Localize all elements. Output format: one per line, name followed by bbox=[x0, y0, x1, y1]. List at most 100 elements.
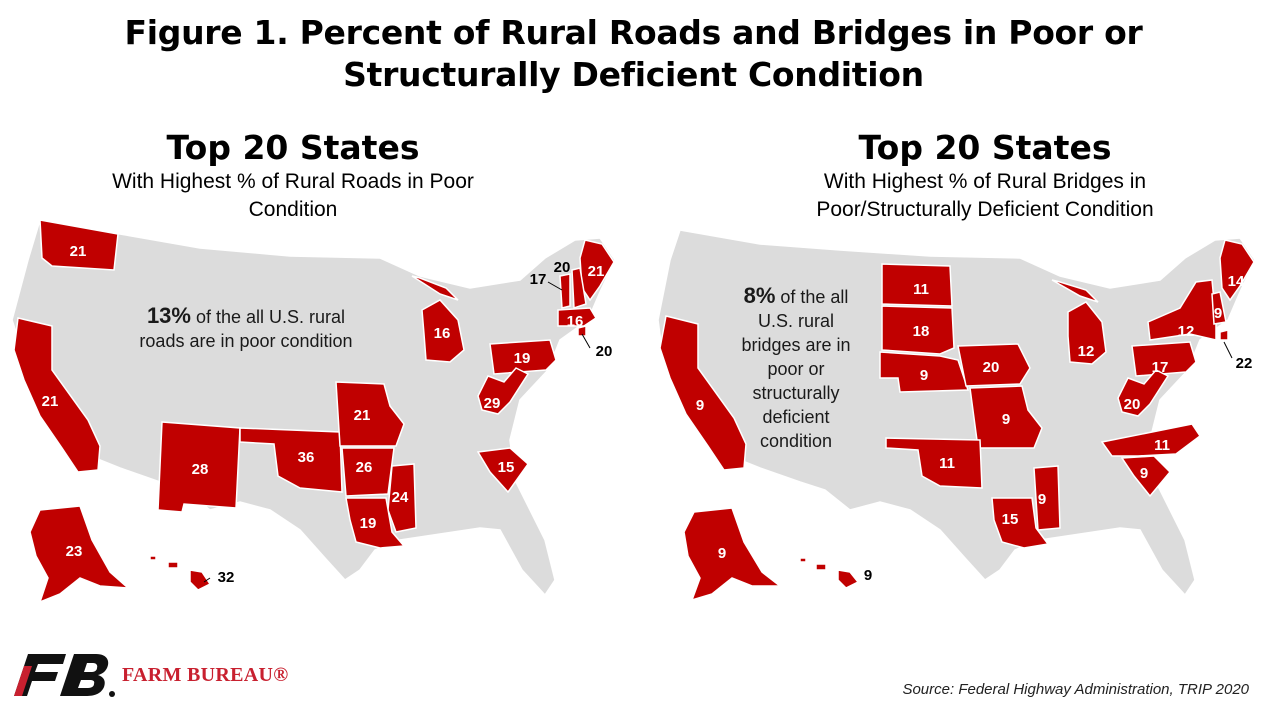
state-ok bbox=[885, 437, 983, 489]
label-pa: 19 bbox=[514, 350, 531, 367]
state-mi bbox=[411, 275, 465, 363]
state-la bbox=[345, 497, 406, 549]
roads-callout-line2: roads are in poor condition bbox=[139, 331, 353, 351]
label-me: 21 bbox=[588, 263, 605, 280]
label-nc: 11 bbox=[1154, 437, 1170, 454]
bridges-panel-subheading-line1: With Highest % of Rural Bridges in bbox=[823, 170, 1147, 193]
label-nh: 9 bbox=[1214, 305, 1222, 322]
label-ri: 22 bbox=[1236, 355, 1253, 372]
state-pa bbox=[1131, 341, 1197, 377]
state-ia bbox=[957, 343, 1031, 387]
state-ms bbox=[387, 463, 417, 533]
label-sc: 15 bbox=[498, 459, 515, 476]
bridges-panel-subheading-line2: Poor/Structurally Deficient Condition bbox=[816, 198, 1154, 221]
state-me bbox=[579, 239, 615, 302]
state-ri bbox=[577, 325, 587, 337]
state-ms bbox=[1033, 465, 1061, 531]
leader-ri bbox=[1223, 341, 1233, 359]
label-ca: 9 bbox=[696, 397, 704, 414]
farm-bureau-logo: FARM BUREAU® bbox=[8, 650, 289, 700]
roads-panel-subheading-line2: Condition bbox=[248, 198, 338, 221]
label-vt: 17 bbox=[530, 271, 547, 288]
label-la: 19 bbox=[360, 515, 377, 532]
bridges-callout-line3: bridges are in bbox=[741, 335, 851, 355]
state-ne bbox=[879, 351, 970, 393]
label-nm: 28 bbox=[192, 461, 209, 478]
label-pa: 17 bbox=[1152, 359, 1169, 376]
label-ri: 20 bbox=[596, 343, 613, 360]
label-ms: 24 bbox=[392, 489, 409, 506]
roads-panel-subheading-line1: With Highest % of Rural Roads in Poor bbox=[112, 170, 474, 193]
label-mo: 21 bbox=[354, 407, 371, 424]
label-wv: 20 bbox=[1124, 396, 1141, 413]
bridges-callout-line2: U.S. rural bbox=[757, 311, 835, 331]
bridges-map: 11 18 9 20 9 11 9 15 9 12 12 17 20 11 9 … bbox=[640, 210, 1267, 610]
label-ia: 20 bbox=[983, 359, 1000, 376]
roads-callout-line1: of the all U.S. rural bbox=[190, 307, 346, 327]
state-ak bbox=[29, 505, 131, 604]
state-me bbox=[1219, 239, 1255, 302]
state-mi bbox=[1051, 279, 1107, 365]
roads-callout: 13% of the all U.S. rural roads are in p… bbox=[96, 304, 396, 353]
state-ca bbox=[13, 317, 101, 473]
us-base-shape bbox=[11, 219, 616, 597]
state-nh bbox=[571, 267, 587, 310]
bridges-callout-line5: structurally bbox=[752, 383, 840, 403]
label-sd: 18 bbox=[913, 323, 930, 340]
state-sd bbox=[881, 305, 955, 355]
bridges-callout-line7: condition bbox=[759, 431, 833, 451]
label-nd: 11 bbox=[913, 281, 929, 298]
farm-bureau-fb-logo-icon bbox=[14, 654, 115, 697]
label-ok: 11 bbox=[939, 455, 955, 472]
leader-ri bbox=[581, 333, 591, 349]
bridges-callout-value: 8% bbox=[743, 283, 776, 308]
state-ri bbox=[1219, 329, 1229, 341]
roads-map: 21 21 28 36 21 26 24 19 16 19 29 15 23 3… bbox=[0, 210, 630, 610]
label-ne: 9 bbox=[920, 367, 928, 384]
label-mi: 12 bbox=[1078, 343, 1095, 360]
label-ma: 16 bbox=[567, 313, 584, 330]
label-mo: 9 bbox=[1002, 411, 1010, 428]
source-note: Source: Federal Highway Administration, … bbox=[902, 681, 1249, 698]
roads-map-svg: 21 21 28 36 21 26 24 19 16 19 29 15 23 3… bbox=[11, 219, 616, 604]
farm-bureau-wordmark: FARM BUREAU® bbox=[122, 663, 289, 686]
label-hi: 9 bbox=[864, 567, 872, 584]
state-ak bbox=[683, 507, 783, 602]
bridges-panel-heading: Top 20 States bbox=[858, 128, 1112, 167]
label-ak: 9 bbox=[718, 545, 726, 562]
state-hi bbox=[799, 557, 860, 589]
state-ar bbox=[341, 447, 395, 497]
state-ma bbox=[557, 307, 598, 327]
label-ar: 26 bbox=[356, 459, 373, 476]
state-nc bbox=[1100, 423, 1202, 457]
bridges-callout: 8% of the all U.S. rural bridges are in … bbox=[726, 284, 866, 453]
roads-callout-value: 13% bbox=[146, 303, 191, 328]
state-mo bbox=[335, 381, 405, 447]
label-nh: 20 bbox=[554, 259, 571, 276]
state-nd bbox=[881, 263, 953, 307]
state-vt bbox=[559, 273, 571, 309]
state-hi bbox=[149, 555, 212, 591]
state-wv bbox=[1117, 369, 1170, 417]
label-ny: 12 bbox=[1178, 323, 1195, 340]
bridges-panel-header: Top 20 States With Highest % of Rural Br… bbox=[745, 128, 1225, 224]
state-sc bbox=[1120, 455, 1172, 498]
bridges-callout-line4: poor or bbox=[767, 359, 825, 379]
bridges-callout-line6: deficient bbox=[762, 407, 830, 427]
state-nh bbox=[1211, 291, 1227, 325]
leader-hi bbox=[203, 577, 211, 583]
state-ca bbox=[659, 315, 747, 471]
label-hi: 32 bbox=[218, 569, 235, 586]
label-ok: 36 bbox=[298, 449, 315, 466]
label-wa: 21 bbox=[70, 243, 87, 260]
state-wa bbox=[39, 219, 119, 271]
bridges-callout-line1: of the all bbox=[775, 287, 849, 307]
state-la bbox=[991, 497, 1050, 549]
state-sc bbox=[476, 447, 530, 494]
roads-panel-heading: Top 20 States bbox=[166, 128, 420, 167]
label-me: 14 bbox=[1228, 273, 1245, 290]
leader-vt bbox=[547, 281, 563, 291]
label-wv: 29 bbox=[484, 395, 501, 412]
label-mi: 16 bbox=[434, 325, 451, 342]
label-ca: 21 bbox=[42, 393, 59, 410]
